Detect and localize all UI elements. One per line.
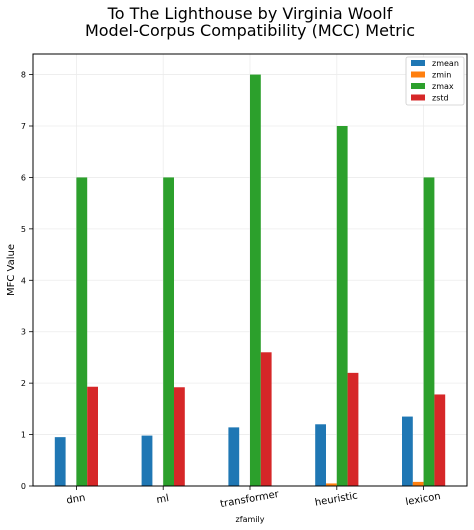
x-tick-label: lexicon [405, 491, 442, 508]
x-tick-label: dnn [66, 492, 87, 506]
bar-zmax-heuristic [336, 126, 348, 486]
bar-zmax-dnn [76, 177, 88, 486]
legend-swatch-zmax [411, 83, 425, 89]
y-tick-label: 5 [21, 225, 26, 234]
y-tick-label: 8 [21, 71, 26, 80]
y-tick-label: 7 [21, 122, 26, 131]
y-axis-label: MFC Value [6, 244, 17, 296]
legend-box [405, 56, 465, 106]
bar-zmean-lexicon [402, 416, 413, 486]
bar-zmean-transformer [228, 427, 240, 486]
bars [54, 74, 446, 487]
legend-label-zstd: zstd [432, 94, 449, 103]
x-tick-label: transformer [219, 489, 280, 510]
y-tick-label: 2 [21, 379, 26, 388]
bar-zmean-ml [141, 435, 153, 486]
chart-title: To The Lighthouse by Virginia Woolf [107, 4, 393, 23]
legend-swatch-zmin [411, 71, 425, 78]
legend: zmean zmin zmax zstd [405, 56, 465, 106]
bar-zmean-heuristic [315, 424, 326, 486]
x-axis-label: zfamily [236, 515, 265, 524]
y-axis: 0 1 2 3 4 5 6 7 8 [21, 71, 33, 491]
y-tick-label: 0 [21, 482, 26, 491]
legend-label-zmean: zmean [432, 59, 459, 68]
bar-zstd-lexicon [434, 394, 446, 486]
bar-zmin-lexicon [412, 481, 424, 486]
legend-swatch-zstd [411, 94, 425, 101]
y-tick-label: 3 [21, 328, 26, 337]
y-tick-label: 4 [21, 276, 26, 285]
x-tick-label: heuristic [314, 490, 358, 508]
bar-zmax-lexicon [423, 177, 435, 486]
y-tick-label: 1 [21, 431, 26, 440]
legend-label-zmin: zmin [432, 71, 451, 80]
x-axis: dnn ml transformer heuristic lexicon [66, 486, 442, 510]
bar-zmax-transformer [250, 74, 261, 487]
bar-zmean-dnn [54, 437, 66, 486]
chart-subtitle: Model-Corpus Compatibility (MCC) Metric [85, 21, 415, 40]
bar-zstd-heuristic [347, 372, 359, 486]
bar-zmax-ml [163, 177, 174, 486]
bar-zmin-heuristic [326, 483, 337, 486]
bar-zstd-dnn [87, 386, 98, 486]
bar-zstd-ml [174, 387, 185, 486]
bar-zstd-transformer [260, 352, 272, 486]
legend-label-zmax: zmax [432, 82, 454, 91]
x-tick-label: ml [156, 493, 170, 506]
legend-swatch-zmean [411, 60, 425, 66]
y-tick-label: 6 [21, 173, 26, 182]
